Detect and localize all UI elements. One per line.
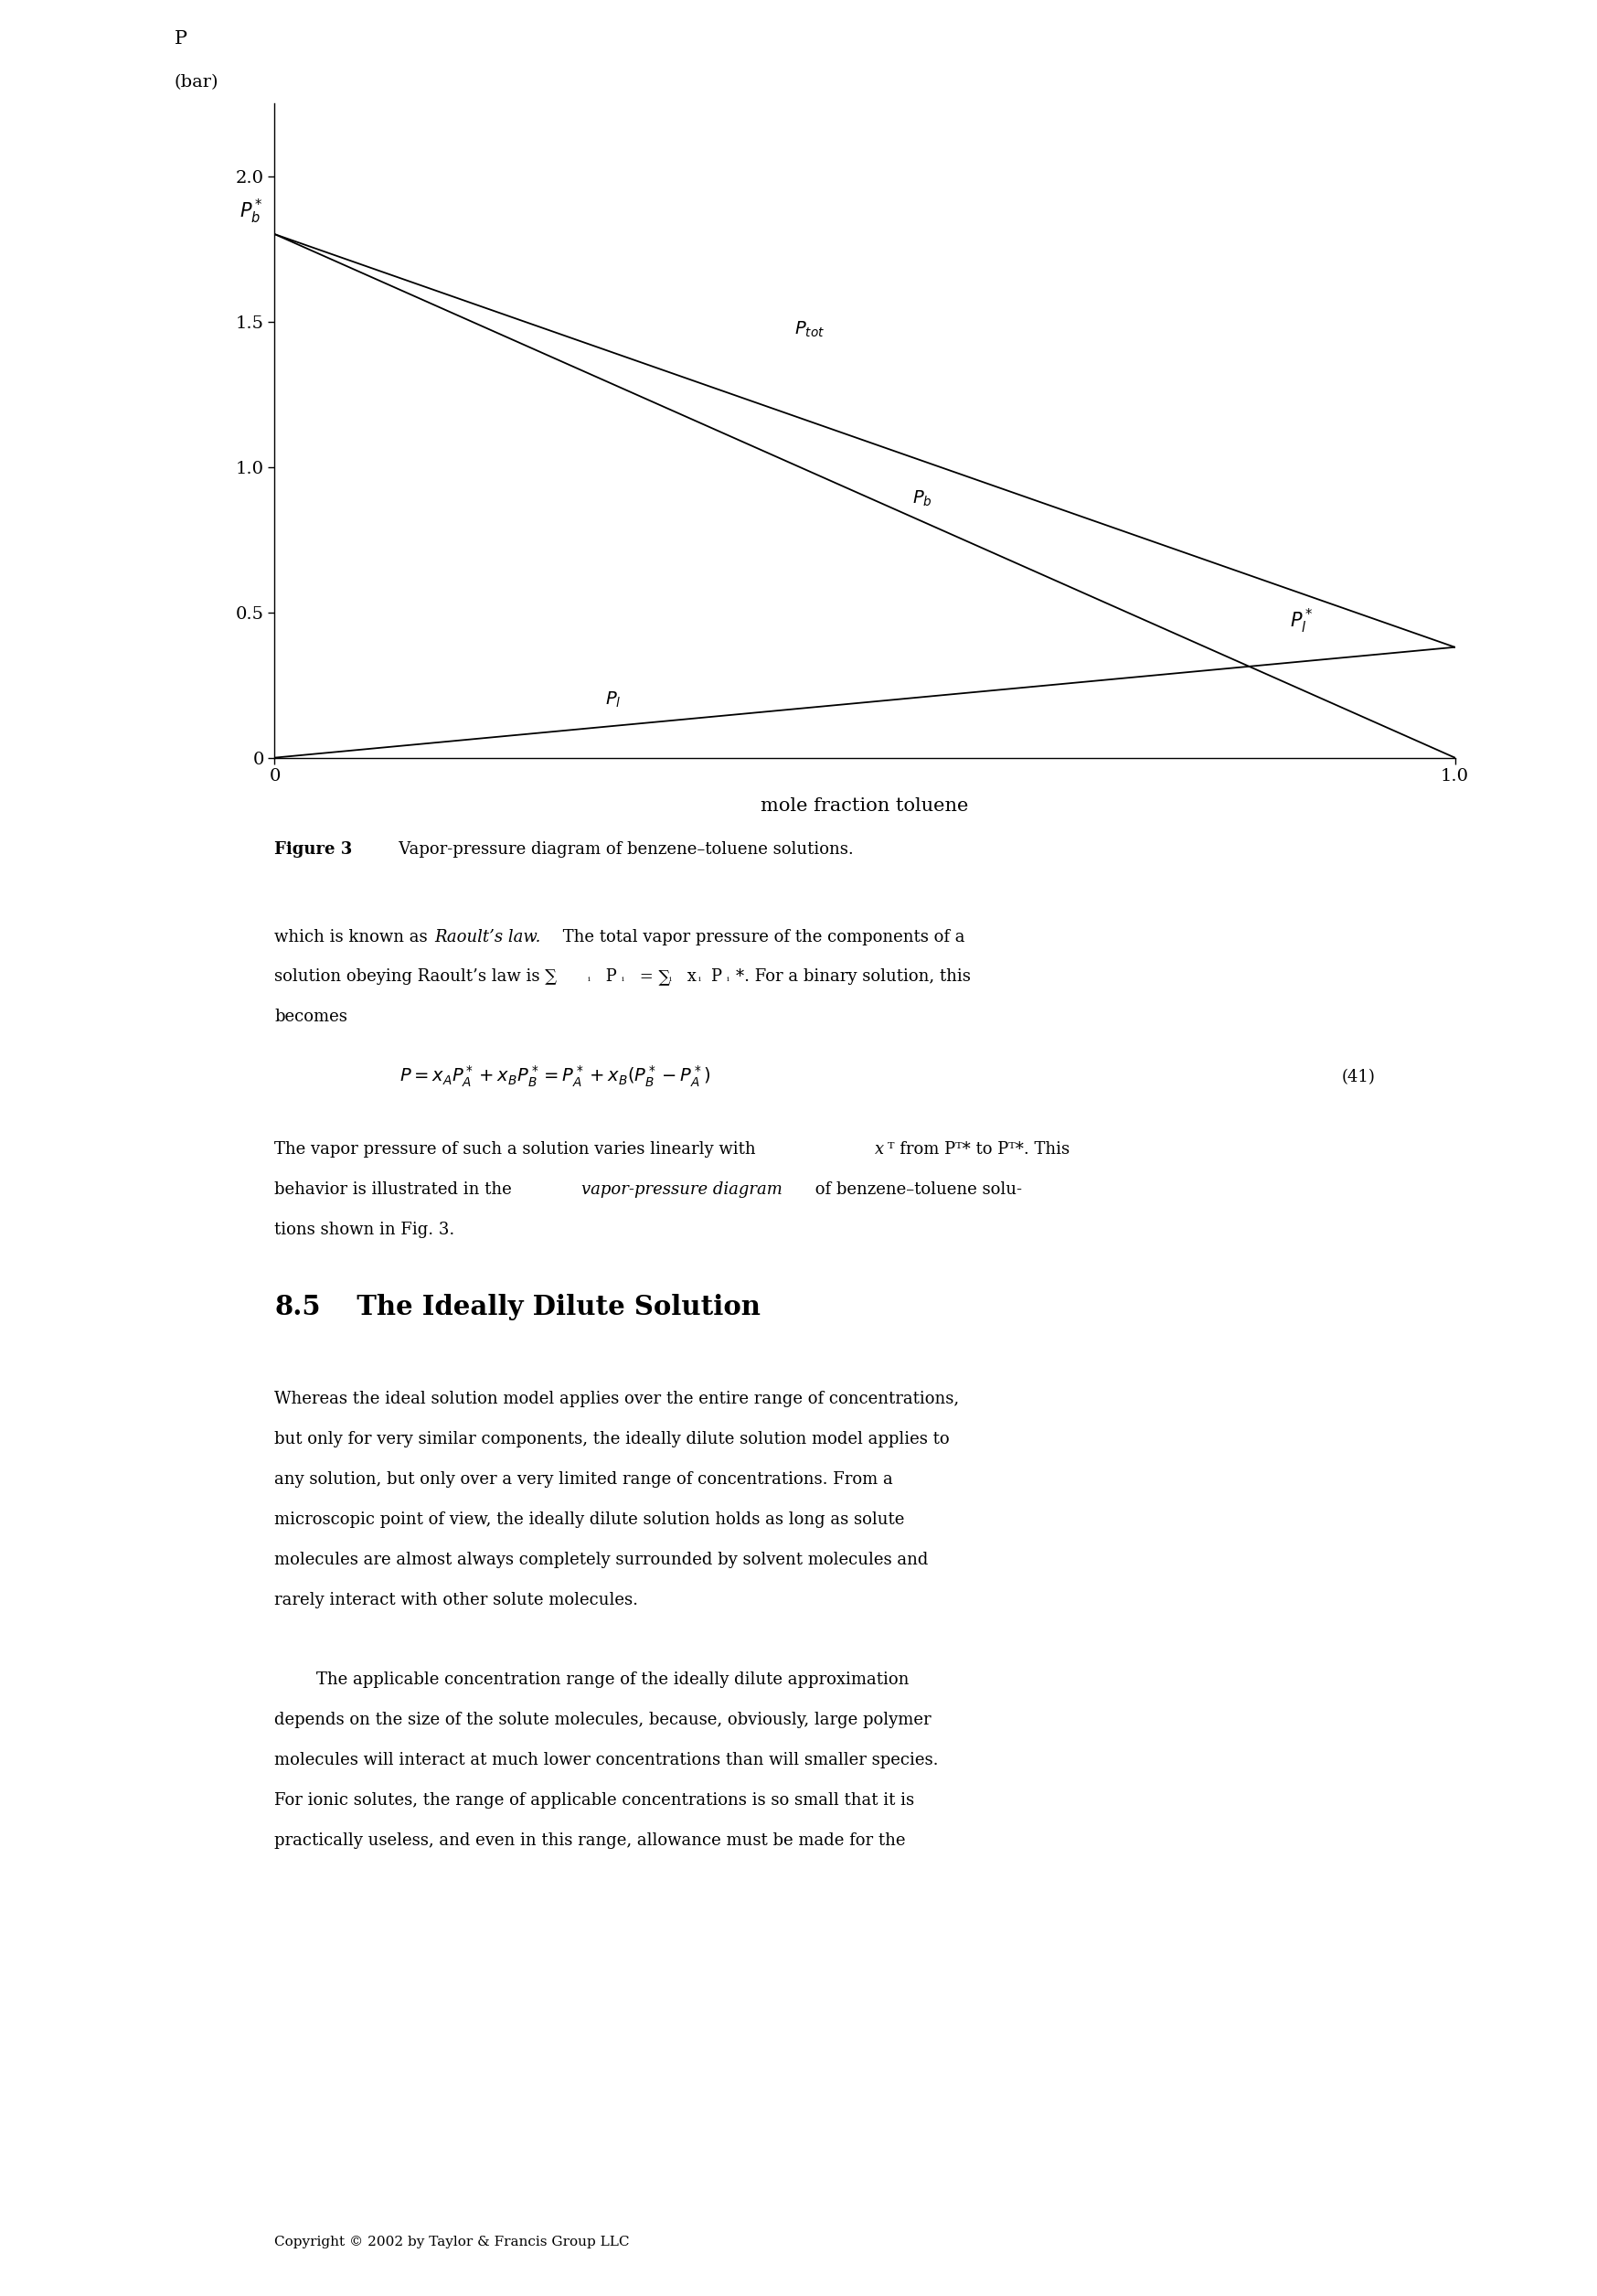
Text: $P_l$: $P_l$ [605,689,621,709]
Text: practically useless, and even in this range, allowance must be made for the: practically useless, and even in this ra… [275,1832,905,1848]
Text: vapor-pressure diagram: vapor-pressure diagram [581,1182,783,1199]
Text: P: P [174,30,187,48]
Text: Copyright © 2002 by Taylor & Francis Group LLC: Copyright © 2002 by Taylor & Francis Gro… [275,2236,629,2248]
Text: but only for very similar components, the ideally dilute solution model applies : but only for very similar components, th… [275,1430,950,1446]
Text: The Ideally Dilute Solution: The Ideally Dilute Solution [339,1295,760,1320]
Text: $P_{tot}$: $P_{tot}$ [794,319,824,340]
Text: For ionic solutes, the range of applicable concentrations is so small that it is: For ionic solutes, the range of applicab… [275,1793,915,1809]
Text: tions shown in Fig. 3.: tions shown in Fig. 3. [275,1221,455,1238]
Text: depends on the size of the solute molecules, because, obviously, large polymer: depends on the size of the solute molecu… [275,1713,931,1729]
Text: The vapor pressure of such a solution varies linearly with: The vapor pressure of such a solution va… [275,1141,762,1157]
Text: ᵢ: ᵢ [727,971,730,985]
Text: ᵢ: ᵢ [669,971,672,985]
Text: ᵢ: ᵢ [621,971,624,985]
Text: 8.5: 8.5 [275,1295,321,1320]
Text: The applicable concentration range of the ideally dilute approximation: The applicable concentration range of th… [275,1671,909,1688]
X-axis label: mole fraction toluene: mole fraction toluene [760,797,969,815]
Text: rarely interact with other solute molecules.: rarely interact with other solute molecu… [275,1591,639,1607]
Text: $P_b$: $P_b$ [912,489,933,507]
Text: microscopic point of view, the ideally dilute solution holds as long as solute: microscopic point of view, the ideally d… [275,1511,905,1527]
Text: $P = x_A P_A^* + x_B P_B^* = P_A^* + x_B(P_B^* - P_A^*)$: $P = x_A P_A^* + x_B P_B^* = P_A^* + x_B… [399,1063,711,1088]
Text: solution obeying Raoult’s law is ∑: solution obeying Raoult’s law is ∑ [275,969,557,985]
Text: of benzene–toluene solu-: of benzene–toluene solu- [810,1182,1022,1199]
Text: $P_b^*$: $P_b^*$ [240,197,264,225]
Text: which is known as: which is known as [275,928,433,946]
Text: any solution, but only over a very limited range of concentrations. From a: any solution, but only over a very limit… [275,1472,893,1488]
Text: (41): (41) [1341,1070,1375,1086]
Text: = ∑: = ∑ [634,969,671,985]
Text: becomes: becomes [275,1008,348,1026]
Text: Vapor-pressure diagram of benzene–toluene solutions.: Vapor-pressure diagram of benzene–toluen… [383,840,854,859]
Text: $P_l^*$: $P_l^*$ [1290,606,1313,636]
Text: Whereas the ideal solution model applies over the entire range of concentrations: Whereas the ideal solution model applies… [275,1391,960,1407]
Text: (bar): (bar) [174,73,219,90]
Text: molecules are almost always completely surrounded by solvent molecules and: molecules are almost always completely s… [275,1552,928,1568]
Text: The total vapor pressure of the components of a: The total vapor pressure of the componen… [557,928,965,946]
Text: Figure 3: Figure 3 [275,840,353,859]
Text: Raoult’s law.: Raoult’s law. [434,928,541,946]
Text: x: x [682,969,696,985]
Text: *. For a binary solution, this: *. For a binary solution, this [736,969,971,985]
Text: ᵢ: ᵢ [698,971,701,985]
Text: molecules will interact at much lower concentrations than will smaller species.: molecules will interact at much lower co… [275,1752,939,1768]
Text: ᵀ from Pᵀ* to Pᵀ*. This: ᵀ from Pᵀ* to Pᵀ*. This [888,1141,1070,1157]
Text: x: x [875,1141,885,1157]
Text: ᵢ: ᵢ [588,971,591,985]
Text: P: P [711,969,722,985]
Text: behavior is illustrated in the: behavior is illustrated in the [275,1182,517,1199]
Text: P: P [600,969,616,985]
